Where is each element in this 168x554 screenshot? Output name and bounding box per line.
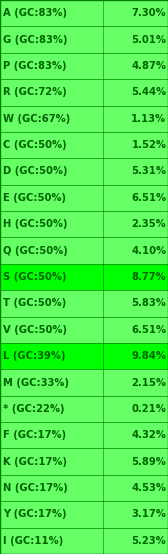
Text: G (GC:83%): G (GC:83%) xyxy=(3,34,68,44)
Text: I (GC:11%): I (GC:11%) xyxy=(3,536,64,546)
Text: 5.01%: 5.01% xyxy=(131,34,166,44)
Text: M (GC:33%): M (GC:33%) xyxy=(3,377,69,388)
Text: 5.89%: 5.89% xyxy=(131,456,166,466)
Text: 1.13%: 1.13% xyxy=(131,114,166,124)
Text: 6.51%: 6.51% xyxy=(131,325,166,335)
Text: F (GC:17%): F (GC:17%) xyxy=(3,430,67,440)
Text: 4.32%: 4.32% xyxy=(131,430,166,440)
Bar xyxy=(0,343,168,370)
Text: T (GC:50%): T (GC:50%) xyxy=(3,299,67,309)
Bar xyxy=(0,475,168,501)
Text: 5.31%: 5.31% xyxy=(131,166,166,177)
Text: W (GC:67%): W (GC:67%) xyxy=(3,114,71,124)
Bar xyxy=(0,184,168,211)
Bar xyxy=(0,527,168,554)
Text: 8.77%: 8.77% xyxy=(132,272,166,282)
Text: V (GC:50%): V (GC:50%) xyxy=(3,325,67,335)
Bar xyxy=(0,238,168,264)
Text: 0.21%: 0.21% xyxy=(131,404,166,414)
Text: K (GC:17%): K (GC:17%) xyxy=(3,456,67,466)
Bar xyxy=(0,501,168,527)
Text: 9.84%: 9.84% xyxy=(131,351,166,361)
Text: N (GC:17%): N (GC:17%) xyxy=(3,483,68,493)
Text: R (GC:72%): R (GC:72%) xyxy=(3,88,67,98)
Text: P (GC:83%): P (GC:83%) xyxy=(3,61,67,71)
Bar xyxy=(0,396,168,422)
Text: S (GC:50%): S (GC:50%) xyxy=(3,272,67,282)
Bar xyxy=(0,79,168,105)
Text: 5.83%: 5.83% xyxy=(131,299,166,309)
Text: * (GC:22%): * (GC:22%) xyxy=(3,404,65,414)
Text: Q (GC:50%): Q (GC:50%) xyxy=(3,245,68,255)
Text: Y (GC:17%): Y (GC:17%) xyxy=(3,510,67,520)
Text: H (GC:50%): H (GC:50%) xyxy=(3,219,68,229)
Text: 5.44%: 5.44% xyxy=(131,88,166,98)
Bar xyxy=(0,158,168,184)
Text: 1.52%: 1.52% xyxy=(131,140,166,150)
Bar xyxy=(0,264,168,290)
Text: 3.17%: 3.17% xyxy=(131,510,166,520)
Text: C (GC:50%): C (GC:50%) xyxy=(3,140,67,150)
Bar xyxy=(0,132,168,158)
Text: D (GC:50%): D (GC:50%) xyxy=(3,166,68,177)
Text: 2.15%: 2.15% xyxy=(131,377,166,388)
Text: E (GC:50%): E (GC:50%) xyxy=(3,193,66,203)
Text: 2.35%: 2.35% xyxy=(132,219,166,229)
Text: L (GC:39%): L (GC:39%) xyxy=(3,351,66,361)
Text: 4.10%: 4.10% xyxy=(131,245,166,255)
Bar xyxy=(0,105,168,132)
Text: 7.30%: 7.30% xyxy=(132,8,166,18)
Bar xyxy=(0,53,168,79)
Bar xyxy=(0,422,168,449)
Bar xyxy=(0,27,168,53)
Bar xyxy=(0,370,168,396)
Text: 4.87%: 4.87% xyxy=(131,61,166,71)
Bar xyxy=(0,0,168,27)
Bar xyxy=(0,211,168,238)
Bar xyxy=(0,449,168,475)
Bar xyxy=(0,290,168,316)
Text: A (GC:83%): A (GC:83%) xyxy=(3,8,67,18)
Text: 6.51%: 6.51% xyxy=(131,193,166,203)
Text: 4.53%: 4.53% xyxy=(131,483,166,493)
Text: 5.23%: 5.23% xyxy=(132,536,166,546)
Bar xyxy=(0,316,168,343)
